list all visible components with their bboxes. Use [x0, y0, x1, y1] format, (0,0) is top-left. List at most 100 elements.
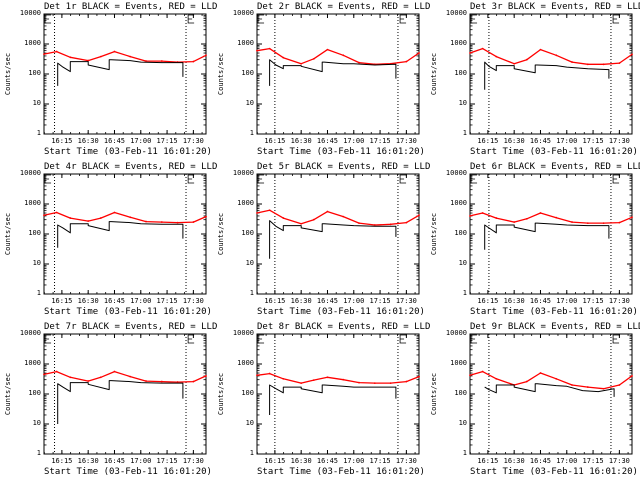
- flag-marker-icon: [470, 174, 478, 184]
- y-tick-label: 100: [241, 389, 254, 397]
- panel-title: Det 6r BLACK = Events, RED = LLD: [470, 162, 640, 172]
- lld-point: [300, 222, 303, 225]
- lld-point: [145, 60, 147, 62]
- lld-point: [358, 61, 360, 64]
- y-tick-label: 1000: [237, 359, 254, 367]
- lld-point: [87, 220, 90, 222]
- lld-point: [389, 382, 392, 385]
- detector-panel: Det 1r BLACK = Events, RED = LLD Start Ti…: [0, 0, 218, 160]
- y-tick-label: 10: [245, 99, 254, 107]
- x-tick-label: 17:00: [556, 457, 578, 465]
- lld-point: [571, 384, 573, 386]
- lld-series-line: [256, 209, 420, 226]
- lld-point: [69, 217, 72, 219]
- flag-marker-icon: [257, 174, 265, 184]
- y-tick-label: 1000: [450, 39, 467, 47]
- x-tick-label: 16:45: [316, 297, 338, 305]
- lld-point: [495, 217, 498, 219]
- y-tick-label: 1000: [450, 359, 467, 367]
- x-tick-label: 16:15: [264, 457, 286, 465]
- lld-point: [618, 62, 621, 65]
- lld-point: [405, 60, 408, 63]
- x-tick-label: 16:30: [503, 137, 525, 145]
- lld-point: [256, 49, 258, 52]
- lld-point: [326, 376, 329, 379]
- x-axis-label: Start Time (03-Feb-11 16:01:20): [470, 467, 638, 477]
- y-tick-label: 1: [249, 449, 254, 457]
- lld-point: [205, 215, 207, 218]
- x-tick-label: 16:30: [290, 457, 312, 465]
- y-tick-label: 1: [36, 289, 41, 297]
- lld-point: [418, 52, 420, 54]
- lld-point: [55, 370, 58, 373]
- lld-point: [69, 56, 72, 59]
- flag-marker-icon: [399, 174, 407, 184]
- y-tick-label: 100: [28, 229, 41, 237]
- lld-point: [586, 386, 589, 388]
- x-tick-label: 16:30: [77, 297, 99, 305]
- y-tick-label: 1: [462, 289, 467, 297]
- lld-point: [129, 375, 132, 378]
- y-tick-label: 10000: [19, 329, 41, 337]
- plot-frame: [256, 173, 420, 295]
- flag-marker-icon: [187, 174, 195, 184]
- x-tick-label: 16:45: [316, 137, 338, 145]
- lld-point: [631, 216, 633, 219]
- y-tick-label: 10000: [445, 169, 467, 177]
- y-tick-label: 10: [32, 419, 41, 427]
- x-tick-label: 16:45: [529, 457, 551, 465]
- y-tick-label: 100: [28, 389, 41, 397]
- detector-panel: Det 8r BLACK = Events, RED = LLD Start Ti…: [213, 320, 431, 480]
- lld-point: [69, 376, 72, 379]
- y-tick-label: 100: [454, 229, 467, 237]
- lld-point: [160, 380, 163, 383]
- plot-svg: [469, 333, 633, 455]
- panel-title: Det 1r BLACK = Events, RED = LLD: [44, 2, 218, 12]
- y-tick-label: 1: [36, 449, 41, 457]
- y-tick-label: 1: [462, 449, 467, 457]
- flag-marker-icon: [44, 14, 52, 24]
- lld-point: [525, 380, 528, 383]
- lld-point: [312, 218, 315, 221]
- lld-point: [192, 221, 195, 223]
- flag-marker-icon: [187, 14, 195, 24]
- x-tick-label: 17:00: [130, 137, 152, 145]
- y-tick-label: 10000: [232, 169, 254, 177]
- x-tick-label: 17:15: [369, 457, 391, 465]
- lld-point: [312, 379, 315, 382]
- lld-point: [43, 214, 45, 217]
- x-tick-label: 17:30: [608, 137, 630, 145]
- y-tick-label: 100: [241, 69, 254, 77]
- x-tick-label: 16:15: [477, 297, 499, 305]
- x-tick-label: 17:30: [395, 137, 417, 145]
- lld-point: [256, 212, 258, 214]
- y-tick-label: 10: [458, 419, 467, 427]
- plot-frame: [256, 13, 420, 135]
- plot-svg: [256, 173, 420, 295]
- flag-marker-icon: [187, 334, 195, 344]
- x-axis-label: Start Time (03-Feb-11 16:01:20): [44, 307, 212, 317]
- panel-title: Det 8r BLACK = Events, RED = LLD: [257, 322, 431, 332]
- plot-frame: [43, 13, 207, 135]
- x-axis-label: Start Time (03-Feb-11 16:01:20): [470, 307, 638, 317]
- x-axis-label: Start Time (03-Feb-11 16:01:20): [257, 467, 425, 477]
- plot-svg: [43, 13, 207, 135]
- x-tick-label: 17:15: [156, 137, 178, 145]
- y-tick-label: 10: [245, 259, 254, 267]
- y-tick-label: 10000: [19, 9, 41, 17]
- lld-point: [160, 60, 163, 62]
- events-series-line: [484, 222, 610, 250]
- plot-frame: [43, 173, 207, 295]
- x-tick-label: 16:15: [477, 457, 499, 465]
- x-tick-label: 17:00: [556, 297, 578, 305]
- y-tick-label: 10000: [232, 329, 254, 337]
- x-tick-label: 17:00: [556, 137, 578, 145]
- y-tick-label: 100: [28, 69, 41, 77]
- lld-point: [358, 381, 360, 384]
- lld-point: [282, 217, 285, 219]
- x-tick-label: 16:45: [529, 297, 551, 305]
- lld-point: [300, 382, 303, 385]
- lld-point: [43, 53, 45, 56]
- x-tick-label: 17:15: [582, 457, 604, 465]
